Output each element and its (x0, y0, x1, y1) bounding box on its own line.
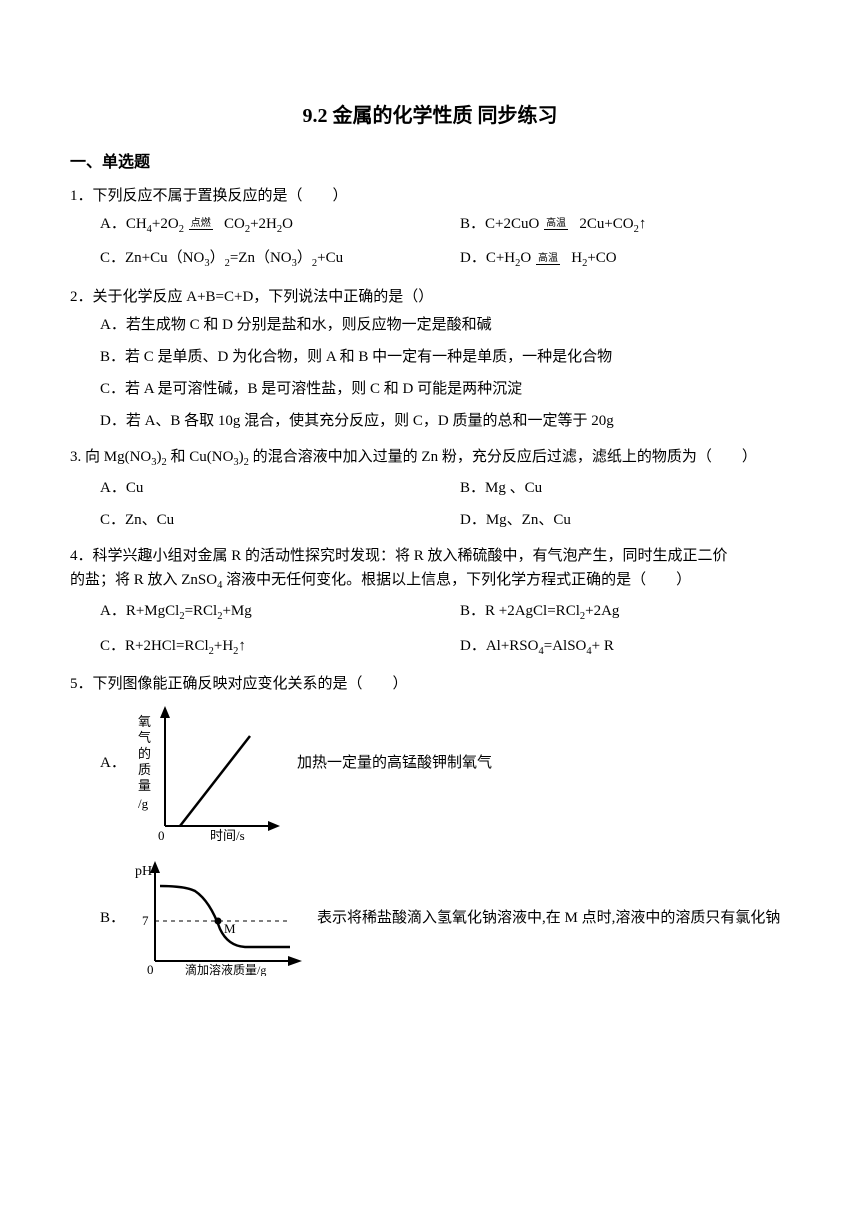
q1-opt-a: A．CH4+2O2 点燃 CO2+2H2O (70, 208, 430, 243)
gA-yu: /g (138, 796, 149, 811)
q4-stem-l1: 4．科学兴趣小组对金属 R 的活动性探究时发现：将 R 放入稀硫酸中，有气泡产生… (70, 544, 790, 568)
q2-opt-c: C．若 A 是可溶性碱，B 是可溶性盐，则 C 和 D 可能是两种沉淀 (70, 373, 790, 405)
q5-b-desc: 表示将稀盐酸滴入氢氧化钠溶液中,在 M 点时,溶液中的溶质只有氯化钠 (317, 861, 780, 930)
gB-yl: pH (135, 864, 152, 879)
gB-origin: 0 (147, 962, 154, 976)
gA-yl5: 量 (138, 778, 151, 793)
question-2: 2．关于化学反应 A+B=C+D，下列说法中正确的是（） A．若生成物 C 和 … (70, 285, 790, 437)
q4-stem-l2: 的盐；将 R 放入 ZnSO4 溶液中无任何变化。根据以上信息，下列化学方程式正… (70, 568, 790, 595)
question-1: 1．下列反应不属于置换反应的是（ ） A．CH4+2O2 点燃 CO2+2H2O… (70, 184, 790, 278)
q3-options: A．Cu B．Mg 、Cu C．Zn、Cu D．Mg、Zn、Cu (70, 472, 790, 536)
q2-stem: 2．关于化学反应 A+B=C+D，下列说法中正确的是（） (70, 285, 790, 309)
section-heading: 一、单选题 (70, 150, 790, 176)
q1-opt-c: C．Zn+Cu（NO3）2=Zn（NO3）2+Cu (70, 242, 430, 277)
question-3: 3. 向 Mg(NO3)2 和 Cu(NO3)2 的混合溶液中加入过量的 Zn … (70, 445, 790, 536)
q3-opt-d: D．Mg、Zn、Cu (430, 504, 790, 536)
q3-opt-a: A．Cu (70, 472, 430, 504)
q2-options: A．若生成物 C 和 D 分别是盐和水，则反应物一定是酸和碱 B．若 C 是单质… (70, 309, 790, 437)
q5-opt-b-row: B． pH 7 M 0 滴加溶液质量/g 表示将稀盐酸滴入氢氧化钠溶液中,在 M… (70, 851, 790, 986)
gA-yl2: 气 (138, 730, 151, 745)
gA-yl4: 质 (138, 762, 151, 777)
q5-graph-b: pH 7 M 0 滴加溶液质量/g (130, 861, 305, 976)
gA-origin: 0 (158, 828, 165, 841)
gB-m: M (224, 921, 236, 936)
q2-opt-a: A．若生成物 C 和 D 分别是盐和水，则反应物一定是酸和碱 (70, 309, 790, 341)
q2-opt-d: D．若 A、B 各取 10g 混合，使其充分反应，则 C，D 质量的总和一定等于… (70, 405, 790, 437)
q5-stem: 5．下列图像能正确反映对应变化关系的是（ ） (70, 672, 790, 696)
q1-stem: 1．下列反应不属于置换反应的是（ ） (70, 184, 790, 208)
q4-opt-a: A．R+MgCl2=RCl2+Mg (70, 595, 430, 630)
q5-a-desc: 加热一定量的高锰酸钾制氧气 (297, 706, 492, 775)
q5-b-mark: B． (100, 861, 130, 930)
gB-xl: 滴加溶液质量/g (185, 962, 266, 976)
q5-graph-a: 氧 气 的 质 量 /g 0 时间/s (130, 706, 285, 841)
q1-opt-d: D．C+H2O 高温 H2+CO (430, 242, 790, 277)
q3-stem: 3. 向 Mg(NO3)2 和 Cu(NO3)2 的混合溶液中加入过量的 Zn … (70, 445, 790, 472)
q5-opt-a-row: A． 氧 气 的 质 量 /g 0 时间/s 加热一定量的高锰酸钾制氧气 (70, 696, 790, 851)
q3-opt-b: B．Mg 、Cu (430, 472, 790, 504)
q5-a-mark: A． (100, 706, 130, 775)
q4-opt-b: B．R +2AgCl=RCl2+2Ag (430, 595, 790, 630)
q1-options: A．CH4+2O2 点燃 CO2+2H2O B．C+2CuO 高温 2Cu+CO… (70, 208, 790, 278)
gA-yl3: 的 (138, 746, 151, 761)
q4-options: A．R+MgCl2=RCl2+Mg B．R +2AgCl=RCl2+2Ag C．… (70, 595, 790, 665)
q4-opt-c: C．R+2HCl=RCl2+H2↑ (70, 630, 430, 665)
q1-opt-b: B．C+2CuO 高温 2Cu+CO2↑ (430, 208, 790, 243)
gA-yl1: 氧 (138, 714, 151, 729)
gA-xl: 时间/s (210, 828, 245, 841)
q2-opt-b: B．若 C 是单质、D 为化合物，则 A 和 B 中一定有一种是单质，一种是化合… (70, 341, 790, 373)
q3-opt-c: C．Zn、Cu (70, 504, 430, 536)
question-5: 5．下列图像能正确反映对应变化关系的是（ ） A． 氧 气 的 质 量 /g 0… (70, 672, 790, 986)
gB-seven: 7 (142, 913, 149, 928)
page-title: 9.2 金属的化学性质 同步练习 (70, 100, 790, 132)
question-4: 4．科学兴趣小组对金属 R 的活动性探究时发现：将 R 放入稀硫酸中，有气泡产生… (70, 544, 790, 664)
q4-opt-d: D．Al+RSO4=AlSO4+ R (430, 630, 790, 665)
